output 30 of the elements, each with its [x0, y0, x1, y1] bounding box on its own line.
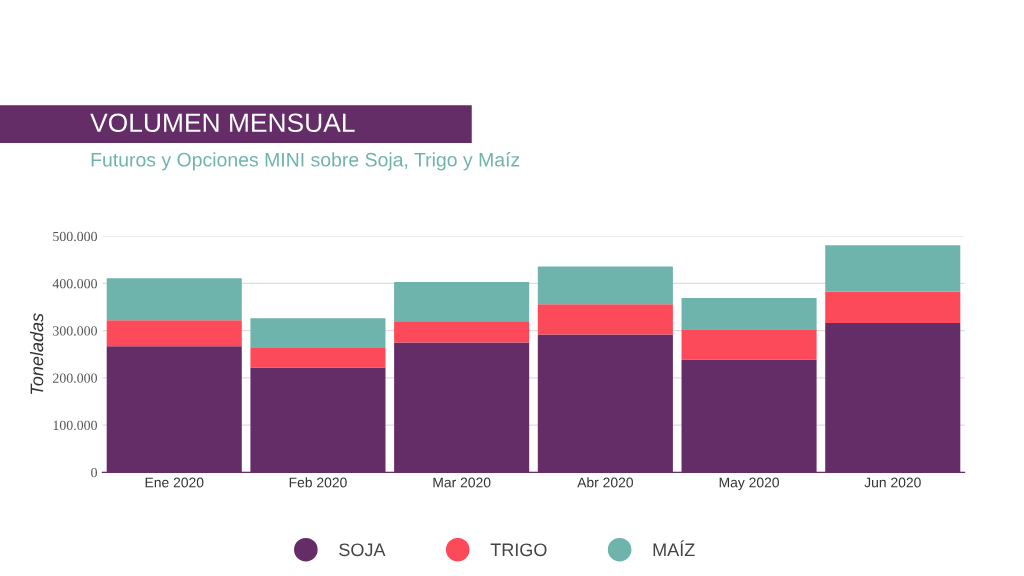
y-tick-label: 100.000 — [53, 420, 98, 431]
bar — [681, 329, 817, 360]
legend-label: MAÍZ — [653, 540, 695, 556]
legend-label: SOJA — [339, 543, 386, 557]
x-tick-label: May 2020 — [719, 477, 780, 491]
bar — [250, 318, 386, 349]
x-tick-label: Abr 2020 — [577, 477, 633, 488]
bar — [250, 348, 386, 368]
x-tick-label: Ene 2020 — [145, 477, 204, 488]
bar — [394, 281, 530, 323]
bar — [394, 322, 530, 343]
y-tick-label: 300.000 — [53, 326, 98, 336]
chart-title: VOLUMEN MENSUAL — [90, 113, 355, 133]
bar — [825, 291, 961, 324]
bar — [537, 304, 673, 335]
x-tick-label: Feb 2020 — [289, 477, 347, 488]
bar — [825, 245, 961, 292]
x-tick-label: Mar 2020 — [433, 477, 491, 488]
x-tick-label: Jun 2020 — [864, 477, 921, 488]
bar — [106, 320, 242, 347]
legend-label: TRIGO — [490, 543, 547, 557]
y-axis-title: Toneladas — [30, 313, 44, 394]
y-tick-label: 400.000 — [52, 278, 98, 289]
bar — [537, 266, 673, 305]
chart-subtitle: Futuros y Opciones MINI sobre Soja, Trigo y Maíz — [91, 152, 520, 171]
bar — [106, 278, 242, 321]
bar — [681, 298, 817, 330]
y-tick-label: 0 — [91, 467, 98, 478]
y-tick-label: 500.000 — [53, 231, 98, 242]
y-tick-label: 200.000 — [53, 373, 98, 383]
